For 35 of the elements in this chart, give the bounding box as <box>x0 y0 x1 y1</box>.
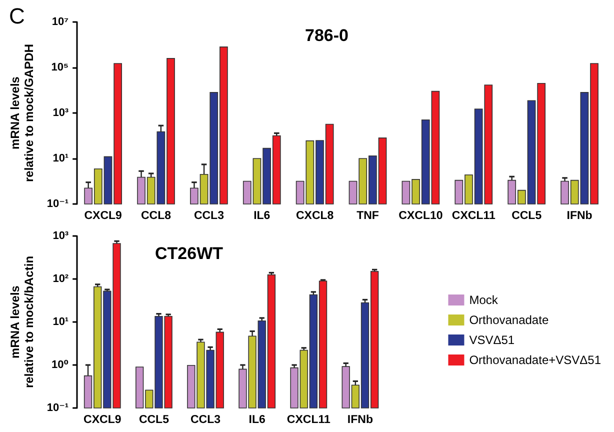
x-tick-label: CCL5 <box>512 210 542 222</box>
y-tick-label: 10¹ <box>52 152 69 164</box>
x-tick-label: CXCL11 <box>286 414 331 426</box>
x-tick-label: IL6 <box>254 210 270 222</box>
y-tick-label: 10⁻¹ <box>46 402 69 414</box>
legend-label: Orthovanadate <box>469 313 549 327</box>
x-tick-label: CXCL9 <box>84 210 122 222</box>
y-axis-title: mRNA levels relative to mock/bActin <box>8 256 36 388</box>
y-tick-label: 10⁻¹ <box>46 198 69 210</box>
x-tick-label: CXCL10 <box>398 210 443 222</box>
x-tick-label: CCL3 <box>194 210 224 222</box>
y-tick-label: 10⁵ <box>51 62 69 74</box>
y-tick-label: 10³ <box>52 230 69 242</box>
y-tick-label: 10⁷ <box>52 16 70 28</box>
y-tick-label: 10¹ <box>52 316 69 328</box>
x-tick-label: CCL8 <box>141 210 172 222</box>
x-tick-label: CXCL8 <box>296 210 334 222</box>
x-tick-label: CCL3 <box>190 414 221 426</box>
y-tick-label: 10² <box>52 273 69 285</box>
x-tick-label: CCL5 <box>138 414 170 426</box>
legend-label: Mock <box>469 293 499 307</box>
legend-label: VSVΔ51 <box>469 333 515 347</box>
chart-title: 786-0 <box>305 26 348 45</box>
legend-label: Orthovanadate+VSVΔ51 <box>469 353 602 367</box>
x-tick-label: TNF <box>356 210 379 222</box>
x-tick-label: CXCL11 <box>452 210 496 222</box>
y-tick-label: 10⁰ <box>52 359 69 371</box>
x-tick-label: IFNb <box>566 210 592 222</box>
text: CT26WT <box>155 244 224 263</box>
x-tick-label: IL6 <box>248 414 266 426</box>
x-tick-label: IFNb <box>347 414 373 426</box>
y-axis-title: mRNA levels relative to mock/GAPDH <box>8 44 36 182</box>
y-tick-label: 10³ <box>52 107 69 119</box>
text: C <box>9 4 25 28</box>
x-tick-label: CXCL9 <box>84 414 122 426</box>
